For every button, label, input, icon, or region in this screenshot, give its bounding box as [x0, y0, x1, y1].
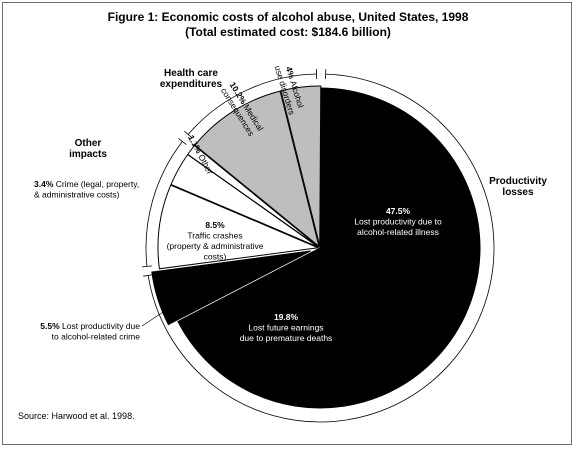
pie-slice	[194, 90, 320, 248]
group-label: Other	[75, 138, 102, 149]
pie-slice	[319, 87, 481, 407]
figure-title: Figure 1: Economic costs of alcohol abus…	[107, 10, 469, 24]
group-bracket	[187, 73, 317, 135]
slice-label: 5.5% Lost productivity due	[40, 321, 140, 331]
slice-label: Traffic crashes	[187, 231, 242, 241]
source-note: Source: Harwood et al. 1998.	[18, 411, 135, 421]
pie-slice	[280, 85, 322, 247]
pie-slice	[187, 144, 319, 248]
slice-label: 3.4% Crime (legal, property,	[34, 179, 139, 189]
group-bracket-tick	[141, 265, 152, 268]
pie-slice	[151, 250, 311, 326]
group-label: expenditures	[160, 79, 223, 90]
group-label: losses	[502, 187, 534, 198]
group-bracket-tick	[184, 130, 193, 139]
slice-label: to alcohol-related crime	[52, 332, 141, 342]
leader-line	[141, 283, 206, 327]
figure-subtitle: (Total estimated cost: $184.6 billion)	[185, 25, 391, 39]
slice-label: (property & administrative	[167, 241, 264, 251]
slice-label: costs)	[204, 252, 227, 262]
slice-value-label: 19.8%	[274, 312, 299, 322]
slice-label: alcohol-related illness	[357, 227, 439, 237]
group-bracket	[147, 73, 495, 423]
group-label: impacts	[69, 149, 107, 160]
slice-label: due to premature deaths	[240, 333, 333, 343]
group-bracket	[145, 141, 183, 267]
group-bracket-tick	[143, 274, 154, 277]
slice-label: Lost future earnings	[248, 323, 323, 333]
slice-label: & administrative costs)	[34, 190, 120, 200]
group-label: Health care	[164, 68, 218, 79]
group-bracket-tick	[178, 138, 187, 145]
pie-slice	[177, 247, 345, 409]
group-label: Productivity	[489, 176, 547, 187]
slice-label: Lost productivity due to	[354, 217, 442, 227]
pie-slice	[157, 184, 320, 270]
slice-value-label: 47.5%	[386, 206, 411, 216]
slice-value-label: 8.5%	[205, 220, 225, 230]
